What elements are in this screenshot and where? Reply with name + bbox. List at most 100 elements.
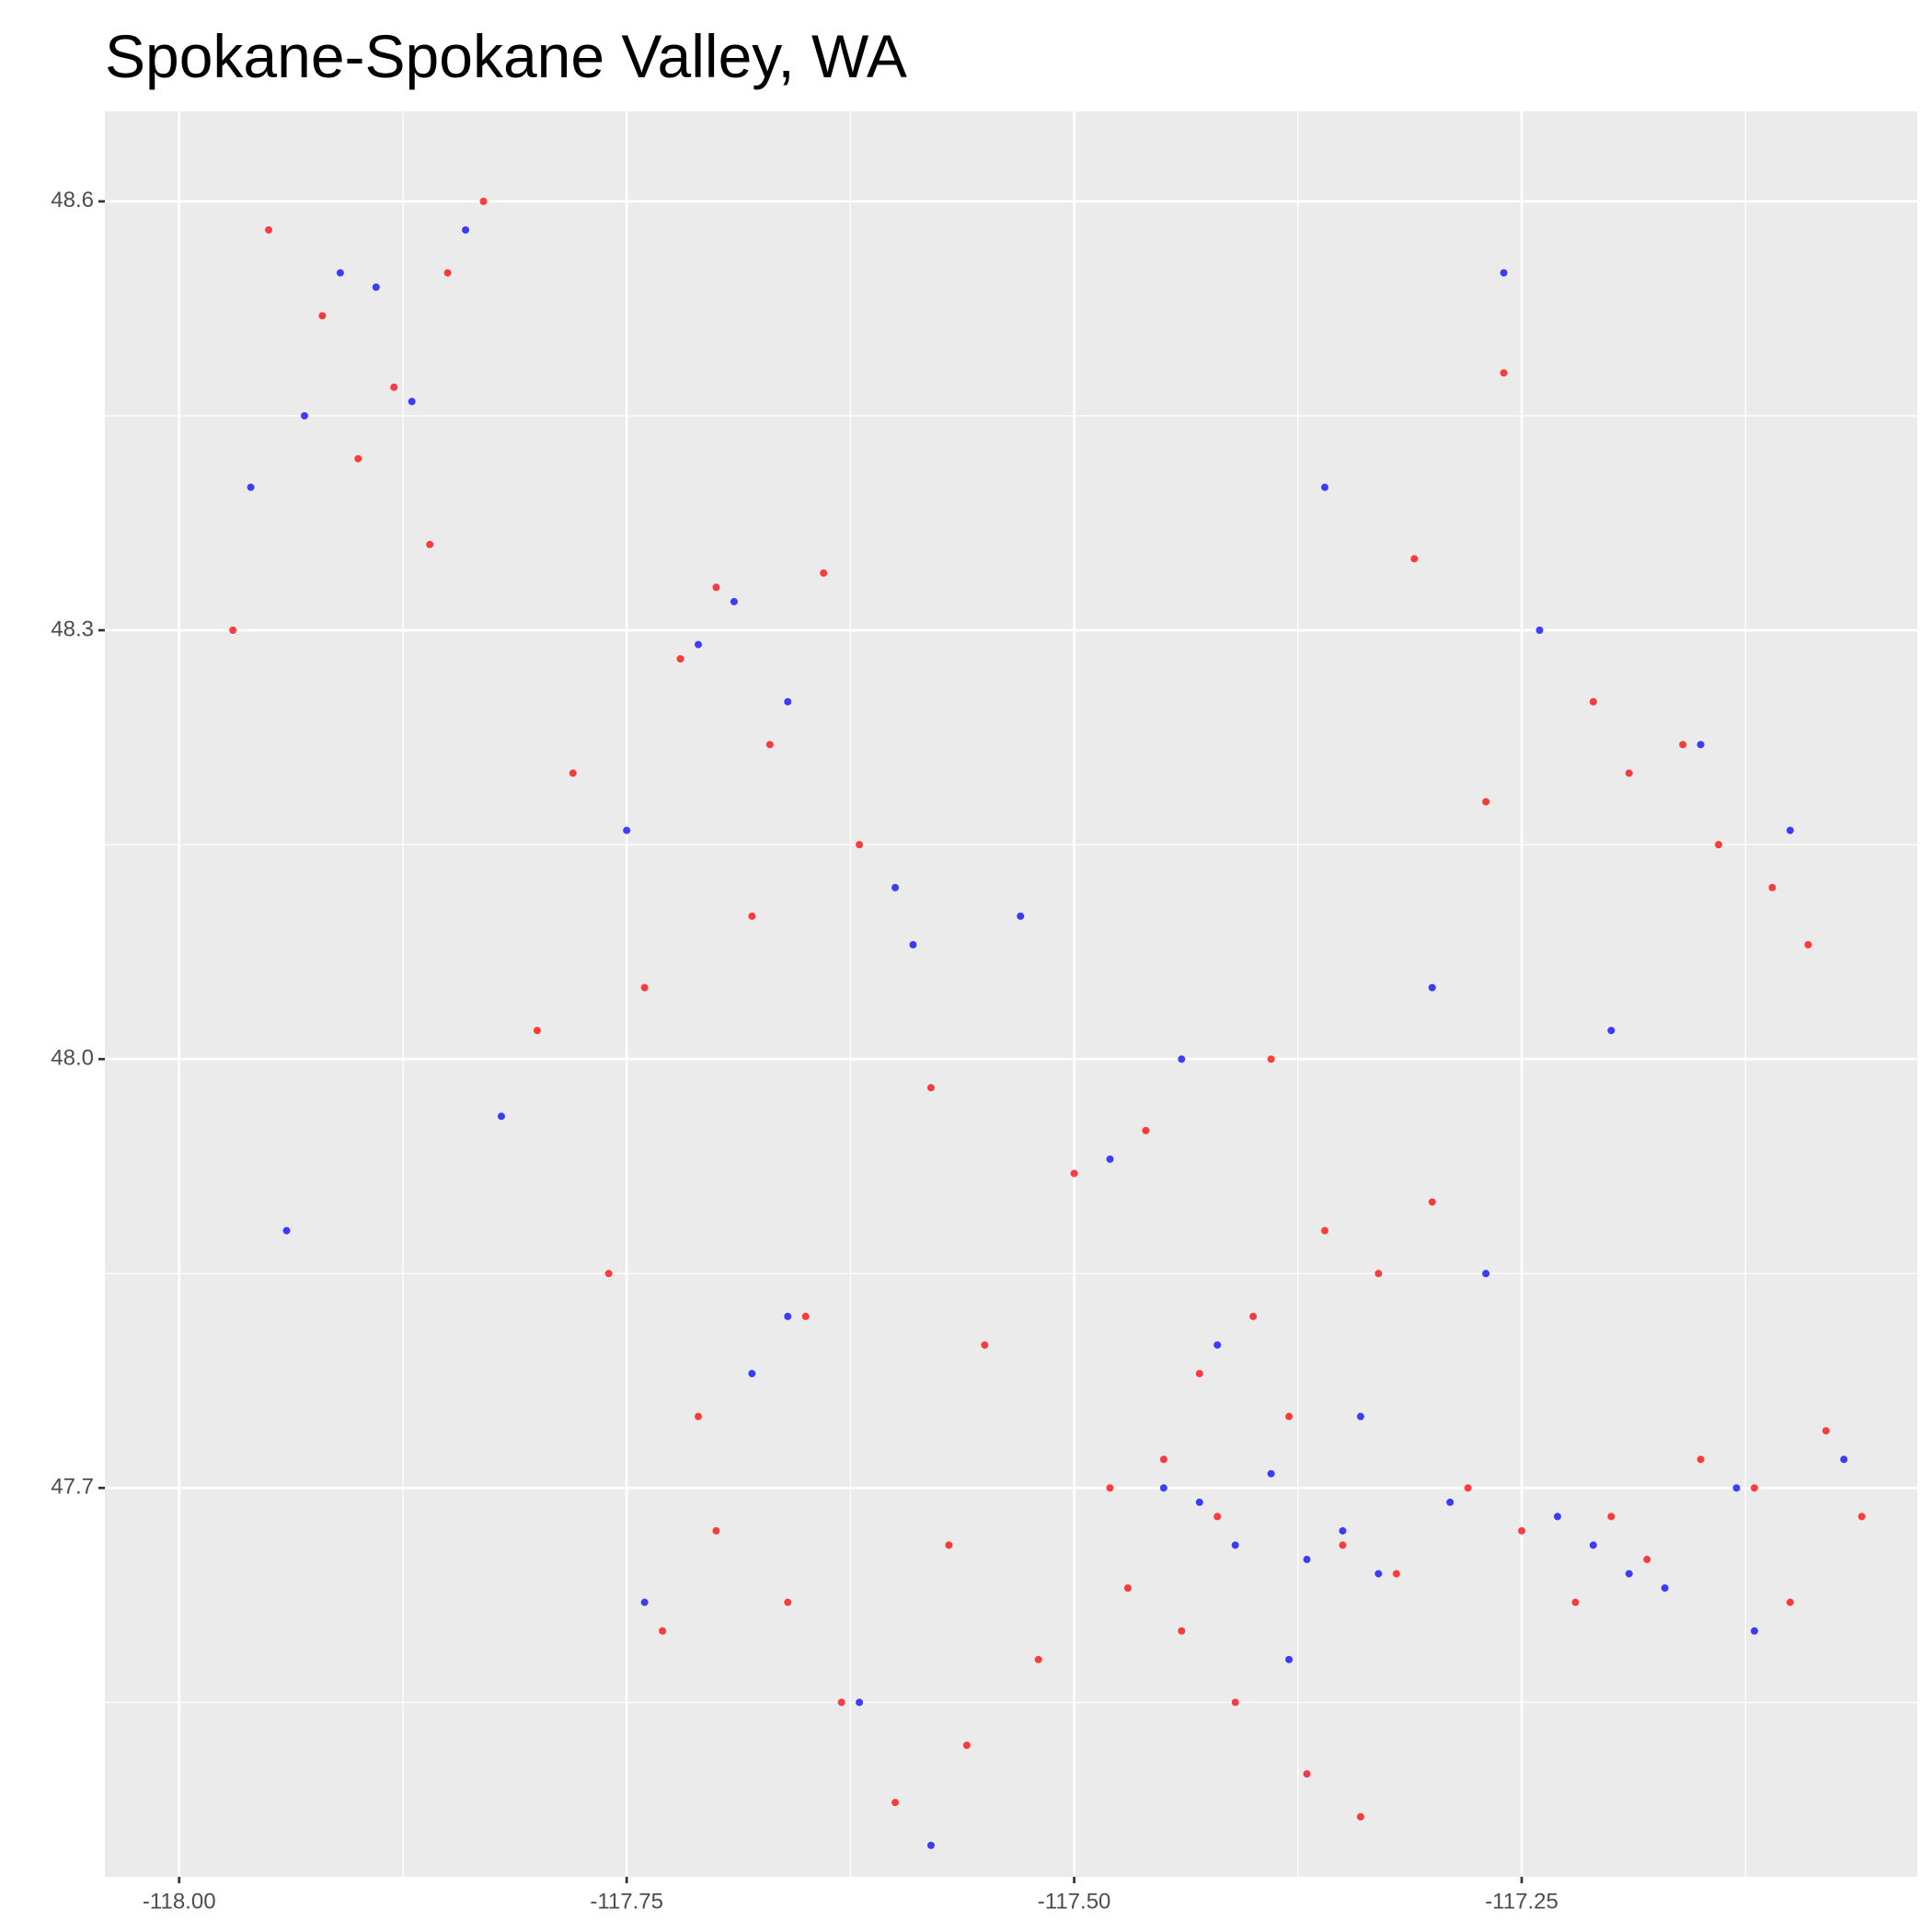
- point: [336, 269, 344, 277]
- x-tick-label: -117.50: [1038, 1889, 1111, 1914]
- point: [1034, 1655, 1042, 1663]
- point: [676, 655, 684, 663]
- point: [1500, 269, 1508, 277]
- point: [1195, 1498, 1203, 1506]
- y-tick-label: 47.7: [51, 1475, 94, 1500]
- point: [1840, 1455, 1848, 1464]
- point: [694, 1412, 702, 1420]
- point: [443, 269, 452, 277]
- point: [390, 383, 398, 391]
- point: [408, 397, 416, 406]
- point: [1786, 1598, 1794, 1606]
- x-tick-label: -117.75: [590, 1889, 663, 1914]
- point: [748, 912, 756, 920]
- point: [1213, 1512, 1222, 1521]
- point: [1178, 1055, 1186, 1064]
- point: [820, 569, 828, 577]
- point: [981, 1340, 989, 1349]
- point: [1518, 1526, 1526, 1535]
- point: [1356, 1412, 1364, 1420]
- point: [1857, 1512, 1866, 1521]
- point: [1339, 1541, 1347, 1549]
- point: [1070, 1169, 1078, 1178]
- point: [765, 741, 774, 749]
- point: [354, 454, 362, 463]
- y-tick-label: 48.6: [51, 188, 94, 213]
- point: [945, 1541, 953, 1549]
- point: [229, 627, 237, 635]
- point: [856, 841, 864, 849]
- point: [623, 826, 631, 834]
- point: [926, 1084, 935, 1092]
- point: [1553, 1512, 1561, 1521]
- point: [1213, 1340, 1222, 1349]
- y-tick-label: 48.3: [51, 616, 94, 641]
- point: [604, 1270, 613, 1278]
- point: [1159, 1455, 1167, 1464]
- point: [748, 1370, 756, 1378]
- point: [1625, 769, 1633, 777]
- point: [1732, 1484, 1741, 1492]
- point: [1661, 1584, 1669, 1593]
- point: [891, 1799, 900, 1807]
- point: [1535, 627, 1544, 635]
- point: [712, 583, 720, 592]
- point: [265, 225, 273, 234]
- point: [962, 1742, 971, 1750]
- point: [1231, 1541, 1239, 1549]
- point: [1643, 1556, 1651, 1564]
- point: [784, 1312, 792, 1320]
- point: [1303, 1770, 1311, 1778]
- point: [1142, 1126, 1150, 1134]
- point: [1159, 1484, 1167, 1492]
- point: [712, 1526, 720, 1535]
- point: [1285, 1655, 1294, 1663]
- point: [1106, 1484, 1114, 1492]
- point: [1428, 983, 1436, 992]
- point: [1356, 1812, 1364, 1821]
- point: [300, 411, 308, 420]
- point: [1715, 841, 1723, 849]
- point: [1625, 1570, 1633, 1578]
- point: [1589, 697, 1597, 706]
- point: [659, 1627, 667, 1635]
- plot-background: [105, 111, 1917, 1877]
- point: [1231, 1698, 1239, 1707]
- point: [1822, 1427, 1830, 1435]
- point: [1410, 555, 1419, 563]
- point: [1303, 1556, 1311, 1564]
- point: [1374, 1570, 1383, 1578]
- point: [640, 983, 649, 992]
- point: [569, 769, 577, 777]
- point: [891, 883, 900, 891]
- x-tick-label: -117.25: [1485, 1889, 1558, 1914]
- point: [1428, 1198, 1436, 1206]
- point: [1786, 826, 1794, 834]
- point: [533, 1027, 541, 1035]
- point: [1446, 1498, 1455, 1506]
- point: [801, 1312, 810, 1320]
- point: [247, 483, 255, 491]
- point: [730, 597, 738, 605]
- point: [784, 697, 792, 706]
- point: [426, 540, 434, 548]
- point: [837, 1698, 845, 1707]
- point: [1249, 1312, 1258, 1320]
- point: [1320, 483, 1328, 491]
- point: [1607, 1027, 1616, 1035]
- point: [1804, 940, 1812, 949]
- point: [1106, 1155, 1114, 1163]
- point: [694, 640, 702, 649]
- point: [1017, 912, 1025, 920]
- point: [1285, 1412, 1294, 1420]
- point: [784, 1598, 792, 1606]
- point: [1392, 1570, 1400, 1578]
- point: [1482, 798, 1490, 806]
- point: [909, 940, 917, 949]
- point: [1571, 1598, 1580, 1606]
- point: [640, 1598, 649, 1606]
- point: [1123, 1584, 1132, 1593]
- point: [1267, 1055, 1275, 1064]
